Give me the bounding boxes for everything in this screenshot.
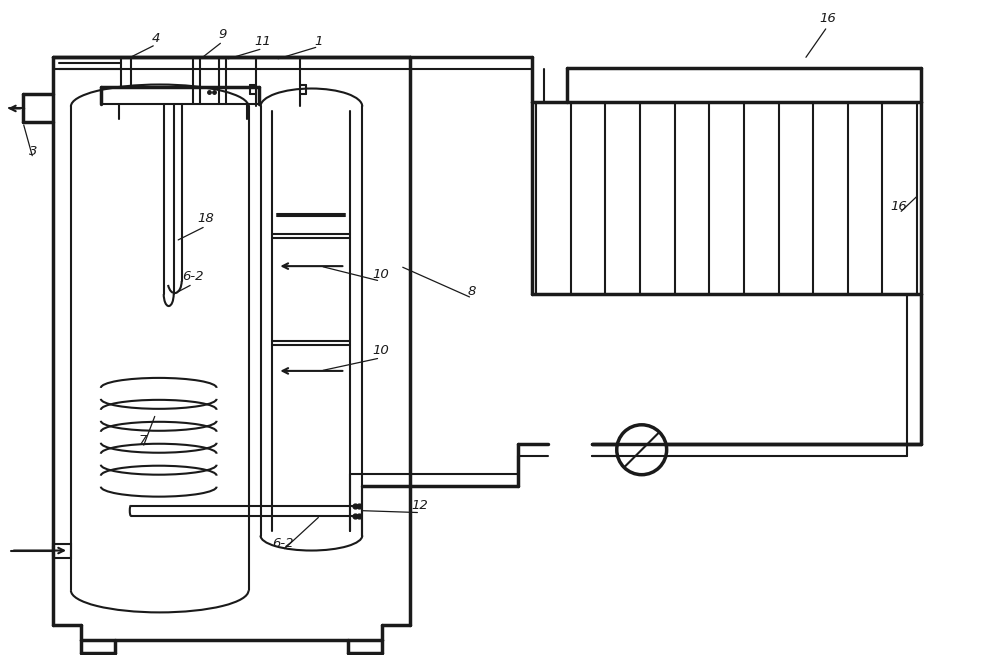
Bar bbox=[53, 544, 71, 558]
Text: 1: 1 bbox=[314, 35, 323, 48]
Text: 16: 16 bbox=[891, 200, 908, 213]
Text: 11: 11 bbox=[254, 35, 271, 48]
Text: 3: 3 bbox=[29, 145, 37, 158]
Text: 9: 9 bbox=[218, 28, 227, 41]
Text: 10: 10 bbox=[372, 344, 389, 358]
Text: 4: 4 bbox=[152, 32, 160, 45]
Text: 6-2: 6-2 bbox=[272, 537, 293, 550]
Text: 12: 12 bbox=[412, 499, 429, 512]
Text: 7: 7 bbox=[139, 434, 147, 447]
Text: 10: 10 bbox=[372, 268, 389, 281]
Text: 8: 8 bbox=[468, 285, 476, 298]
Text: 18: 18 bbox=[197, 212, 214, 225]
Text: 6-2: 6-2 bbox=[182, 270, 203, 283]
Text: 16: 16 bbox=[819, 12, 836, 25]
